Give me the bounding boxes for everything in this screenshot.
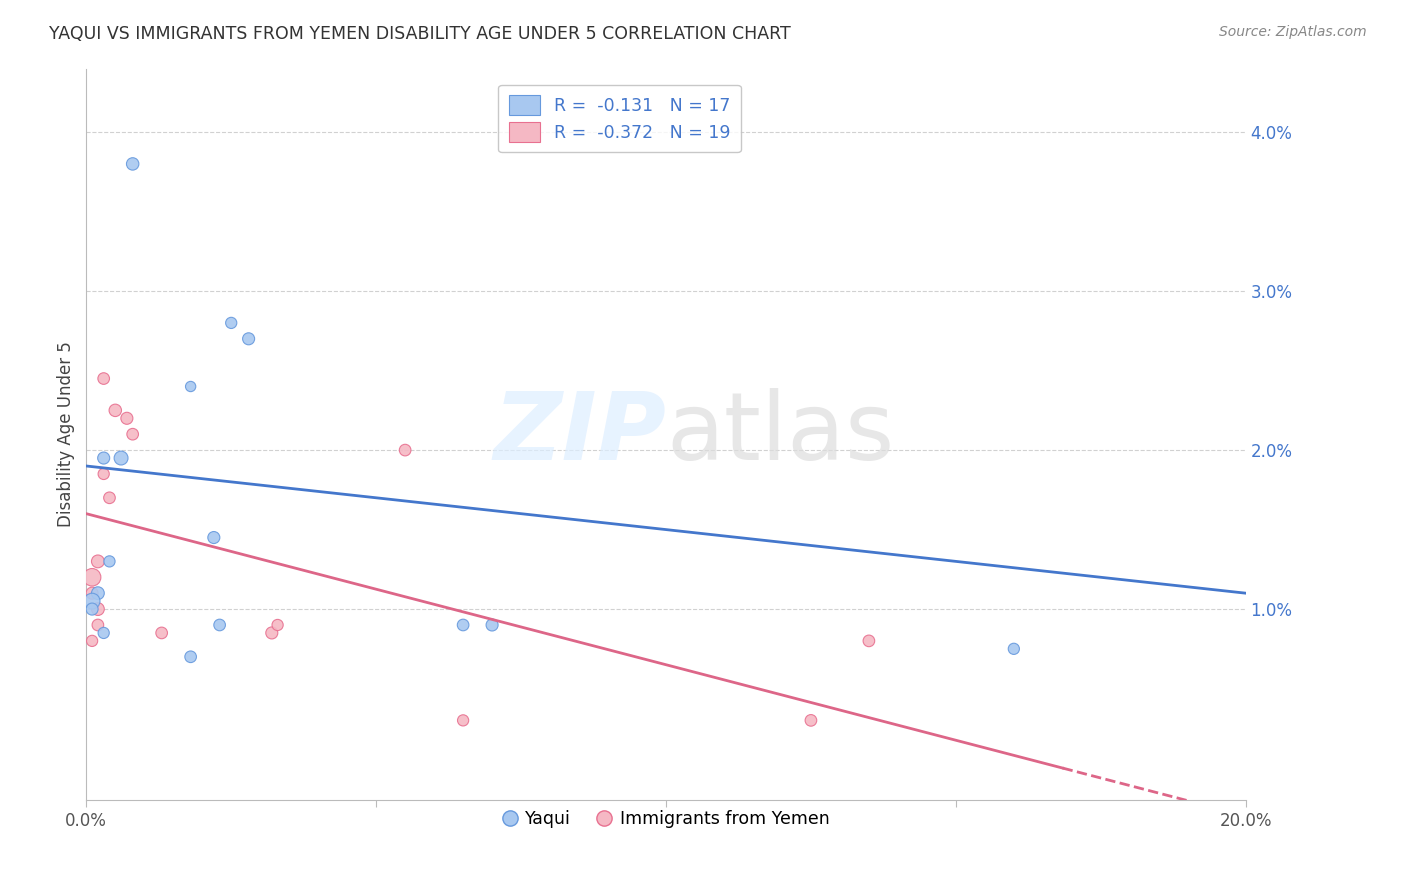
Point [93, 467, 115, 481]
Point [238, 332, 260, 346]
Point [87, 554, 110, 568]
Point [121, 157, 143, 171]
Point [80, 594, 103, 608]
Point [260, 626, 283, 640]
Point [87, 586, 110, 600]
Point [110, 451, 132, 466]
Point [1002, 641, 1025, 656]
Point [180, 649, 202, 664]
Point [208, 618, 231, 632]
Point [266, 618, 288, 632]
Point [115, 411, 138, 425]
Point [93, 451, 115, 466]
Point [451, 714, 474, 728]
Point [87, 602, 110, 616]
Point [80, 586, 103, 600]
Point [87, 618, 110, 632]
Point [800, 714, 823, 728]
Point [80, 602, 103, 616]
Point [858, 633, 880, 648]
Point [481, 618, 503, 632]
Point [93, 626, 115, 640]
Point [121, 427, 143, 442]
Point [202, 531, 225, 545]
Point [80, 570, 103, 584]
Point [394, 443, 416, 458]
Y-axis label: Disability Age Under 5: Disability Age Under 5 [58, 342, 75, 527]
Point [80, 633, 103, 648]
Point [98, 491, 121, 505]
Point [180, 379, 202, 393]
Legend: Yaqui, Immigrants from Yemen: Yaqui, Immigrants from Yemen [496, 803, 837, 835]
Point [98, 554, 121, 568]
Point [104, 403, 127, 417]
Text: Source: ZipAtlas.com: Source: ZipAtlas.com [1219, 25, 1367, 39]
Point [150, 626, 173, 640]
Text: YAQUI VS IMMIGRANTS FROM YEMEN DISABILITY AGE UNDER 5 CORRELATION CHART: YAQUI VS IMMIGRANTS FROM YEMEN DISABILIT… [49, 25, 792, 43]
Point [93, 371, 115, 385]
Text: ZIP: ZIP [494, 388, 666, 480]
Point [219, 316, 242, 330]
Point [451, 618, 474, 632]
Text: atlas: atlas [666, 388, 894, 480]
